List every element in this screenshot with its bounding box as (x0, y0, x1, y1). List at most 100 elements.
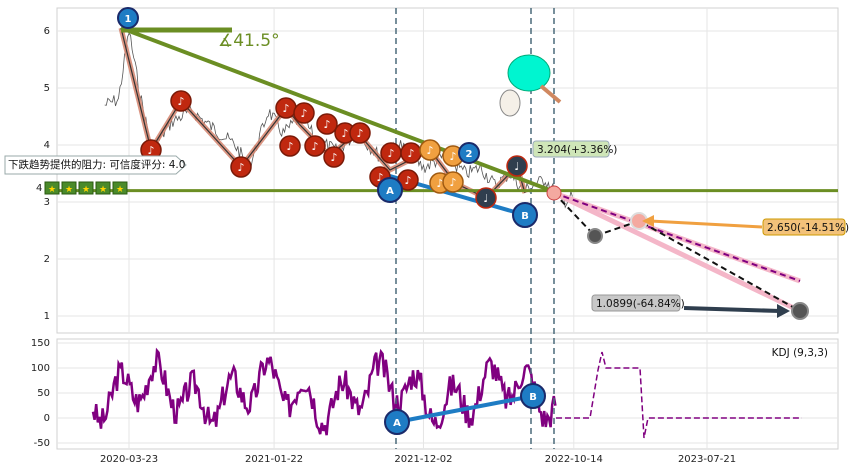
x-tick-2021-01-22: 2021-01-22 (245, 454, 303, 465)
marker-2-label: 2 (466, 149, 473, 160)
x-tick-2023-07-21: 2023-07-21 (678, 454, 736, 465)
star-icon-2: ★ (82, 185, 90, 195)
score-star-4 (112, 181, 128, 195)
resistance-angle-label: ∡41.5° (218, 31, 280, 51)
price-y-tick-1: 1 (44, 311, 50, 322)
marker-b-price-circle (512, 202, 538, 228)
arrow-2650 (649, 219, 763, 229)
note-glyph-dark-1: ♩ (514, 160, 519, 173)
star-icon-1: ★ (65, 185, 73, 195)
note-glyph-dark-0: ♩ (483, 192, 488, 205)
kdj-ab-line (396, 394, 534, 424)
note-glyph-orange-0: ♪ (426, 144, 433, 157)
marker-1-label: 1 (125, 14, 132, 25)
score-star-3 (95, 181, 111, 195)
label-2650-text: 2.650(-14.51%) (767, 222, 849, 234)
projection-origin (546, 185, 562, 201)
kdj-y-tick--50: -50 (34, 438, 50, 449)
marker-a-price-circle (377, 177, 403, 203)
x-tick-2022-10-14: 2022-10-14 (545, 454, 603, 465)
projection-node-3 (791, 302, 809, 320)
star-icon-4: ★ (116, 185, 124, 195)
projection-path (553, 192, 801, 312)
marker-a-price-label: A (386, 186, 394, 197)
label-10899-box (591, 294, 681, 312)
score-star-2 (78, 181, 94, 195)
resistance-note-box (4, 155, 187, 175)
kdj-projection (556, 351, 802, 439)
note-glyph-red-3: ♪ (282, 102, 289, 115)
note-glyph-red-8: ♪ (330, 151, 337, 164)
note-glyph-red-12: ♪ (387, 147, 394, 160)
marker-a-kdj-circle (384, 409, 410, 435)
annotations: ∡41.5° 1 2 A B 下跌趋势提供的阻力: 可信度评分: 4.0 4 ★ ★ ★ ★ ★ 3.2… (4, 14, 849, 429)
note-marker-red-1 (170, 90, 192, 112)
note-marker-red-8 (323, 146, 345, 168)
label-2650-box (762, 218, 846, 236)
note-marker-orange-0 (419, 139, 441, 161)
kdj-legend: KDJ (9,3,3) (772, 347, 828, 359)
note-glyph-red-1: ♪ (177, 95, 184, 108)
note-glyph-red-7: ♪ (323, 118, 330, 131)
label-10899-text: 1.0899(-64.84%) (596, 298, 685, 310)
note-glyph-red-2: ♪ (237, 161, 244, 174)
projection-line-purple (553, 192, 801, 282)
mascot-paddle-handle-icon (539, 84, 562, 104)
resistance-note-text: 下跌趋势提供的阻力: 可信度评分: 4.0 (8, 158, 185, 171)
note-marker-red-4 (293, 102, 315, 124)
note-marker-dark-0 (475, 187, 497, 209)
note-glyph-orange-2: ♪ (436, 177, 443, 190)
price-y-tick-4: 4 (44, 140, 50, 151)
note-marker-orange-3 (442, 171, 464, 193)
note-glyph-red-0: ♪ (147, 144, 154, 157)
mascot-paddle-icon (507, 54, 551, 92)
kdj-y-tick-50: 50 (37, 388, 50, 399)
note-marker-dark-1 (506, 155, 528, 177)
kdj-y-tick-100: 100 (31, 363, 50, 374)
marker-2-circle (458, 142, 480, 164)
arrow-2650-head (642, 215, 654, 227)
note-marker-red-7 (316, 113, 338, 135)
note-marker-red-10 (349, 122, 371, 144)
note-glyph-red-11: ♪ (376, 171, 383, 184)
star-icon-3: ★ (99, 185, 107, 195)
kdj-line (91, 347, 557, 436)
note-glyph-red-4: ♪ (300, 107, 307, 120)
projection-band-lower (552, 190, 802, 314)
price-y-tick-5: 5 (44, 83, 50, 94)
note-glyph-red-5: ♪ (286, 140, 293, 153)
label-3204-box (532, 140, 610, 158)
note-glyph-red-9: ♪ (341, 127, 348, 140)
marker-b-kdj-circle (520, 383, 546, 409)
marker-b-kdj-label: B (529, 392, 537, 403)
note-glyph-red-10: ♪ (356, 127, 363, 140)
resistance-trendline (120, 26, 556, 194)
kdj-y-tick-150: 150 (31, 338, 50, 349)
marker-a-kdj-label: A (393, 418, 401, 429)
decorations: ♪ ♪ ♪ ♪ ♪ ♪ ♪ ♪ ♪ ♪ ♪ ♪ ♪ ♪ ♪ ♪ ♪ ♪ ♪ ♩ ♩ (57, 7, 838, 449)
note-glyph-red-6: ♪ (311, 140, 318, 153)
price-y-tick-6: 6 (44, 26, 50, 37)
x-tick-2021-12-02: 2021-12-02 (394, 454, 452, 465)
score-star-0 (44, 181, 60, 195)
note-marker-red-6 (304, 135, 326, 157)
marker-1-circle (117, 7, 139, 29)
note-glyph-orange-3: ♪ (449, 176, 456, 189)
note-marker-red-5 (279, 135, 301, 157)
note-glyph-red-14: ♪ (407, 147, 414, 160)
note-marker-red-2 (230, 156, 252, 178)
score-star-1 (61, 181, 77, 195)
x-tick-2020-03-23: 2020-03-23 (100, 454, 158, 465)
score-label: 4 (36, 183, 42, 194)
label-3204-text: 3.204(+3.36%) (537, 144, 617, 156)
arrow-10899 (683, 306, 781, 313)
mascot-figure-icon (499, 89, 521, 117)
arrow-10899-head (777, 304, 790, 318)
note-glyph-red-13: ♪ (404, 174, 411, 187)
note-glyph-orange-1: ♪ (449, 150, 456, 163)
price-y-tick-2: 2 (44, 254, 50, 265)
price-y-tick-3: 3 (44, 197, 50, 208)
